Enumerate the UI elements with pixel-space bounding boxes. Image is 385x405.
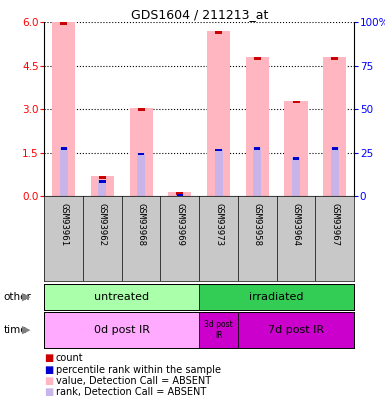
Text: GSM93958: GSM93958 (253, 203, 262, 246)
Bar (293, 157, 299, 160)
Bar (138, 108, 145, 111)
Text: GSM93964: GSM93964 (291, 203, 301, 246)
Text: irradiated: irradiated (249, 292, 304, 302)
Text: ▶: ▶ (22, 325, 30, 335)
Text: rank, Detection Call = ABSENT: rank, Detection Call = ABSENT (56, 388, 206, 397)
Bar (99, 181, 105, 183)
Bar (91, 176, 114, 196)
Text: GSM93968: GSM93968 (137, 203, 146, 246)
Text: GSM93969: GSM93969 (175, 203, 184, 246)
Bar (176, 194, 184, 196)
Bar (199, 312, 238, 348)
Text: untreated: untreated (94, 292, 149, 302)
Bar (44, 312, 199, 348)
Bar (254, 57, 261, 60)
Text: GSM93962: GSM93962 (98, 203, 107, 246)
Bar (285, 100, 308, 196)
Text: GSM93973: GSM93973 (214, 203, 223, 246)
Bar (168, 192, 191, 196)
Text: value, Detection Call = ABSENT: value, Detection Call = ABSENT (56, 376, 211, 386)
Bar (332, 147, 338, 150)
Text: ▶: ▶ (22, 292, 30, 302)
Text: ■: ■ (44, 388, 54, 397)
Bar (331, 57, 338, 60)
Bar (254, 147, 261, 150)
Text: ■: ■ (44, 376, 54, 386)
Bar (199, 284, 354, 310)
Title: GDS1604 / 211213_at: GDS1604 / 211213_at (131, 8, 268, 21)
Text: count: count (56, 354, 84, 363)
Bar (177, 194, 183, 197)
Text: 7d post IR: 7d post IR (268, 325, 324, 335)
Text: 0d post IR: 0d post IR (94, 325, 150, 335)
Text: GSM93961: GSM93961 (59, 203, 68, 246)
Text: ■: ■ (44, 354, 54, 363)
Bar (44, 284, 199, 310)
Bar (207, 31, 230, 196)
Text: ■: ■ (44, 365, 54, 375)
Bar (98, 181, 107, 196)
Bar (293, 100, 300, 103)
Bar (238, 312, 354, 348)
Bar (52, 22, 75, 196)
Bar (60, 22, 67, 25)
Bar (214, 149, 223, 196)
Bar (292, 157, 300, 196)
Text: other: other (4, 292, 32, 302)
Bar (176, 192, 183, 195)
Bar (216, 149, 222, 151)
Bar (137, 153, 145, 196)
Bar (99, 176, 106, 179)
Text: percentile rank within the sample: percentile rank within the sample (56, 365, 221, 375)
Text: time: time (4, 325, 27, 335)
Bar (323, 57, 346, 196)
Bar (246, 57, 269, 196)
Text: GSM93967: GSM93967 (330, 203, 339, 246)
Bar (60, 147, 68, 196)
Bar (215, 31, 222, 34)
Text: 3d post
IR: 3d post IR (204, 320, 233, 340)
Bar (60, 147, 67, 150)
Bar (331, 147, 339, 196)
Bar (129, 108, 153, 196)
Bar (253, 147, 261, 196)
Bar (138, 153, 144, 156)
